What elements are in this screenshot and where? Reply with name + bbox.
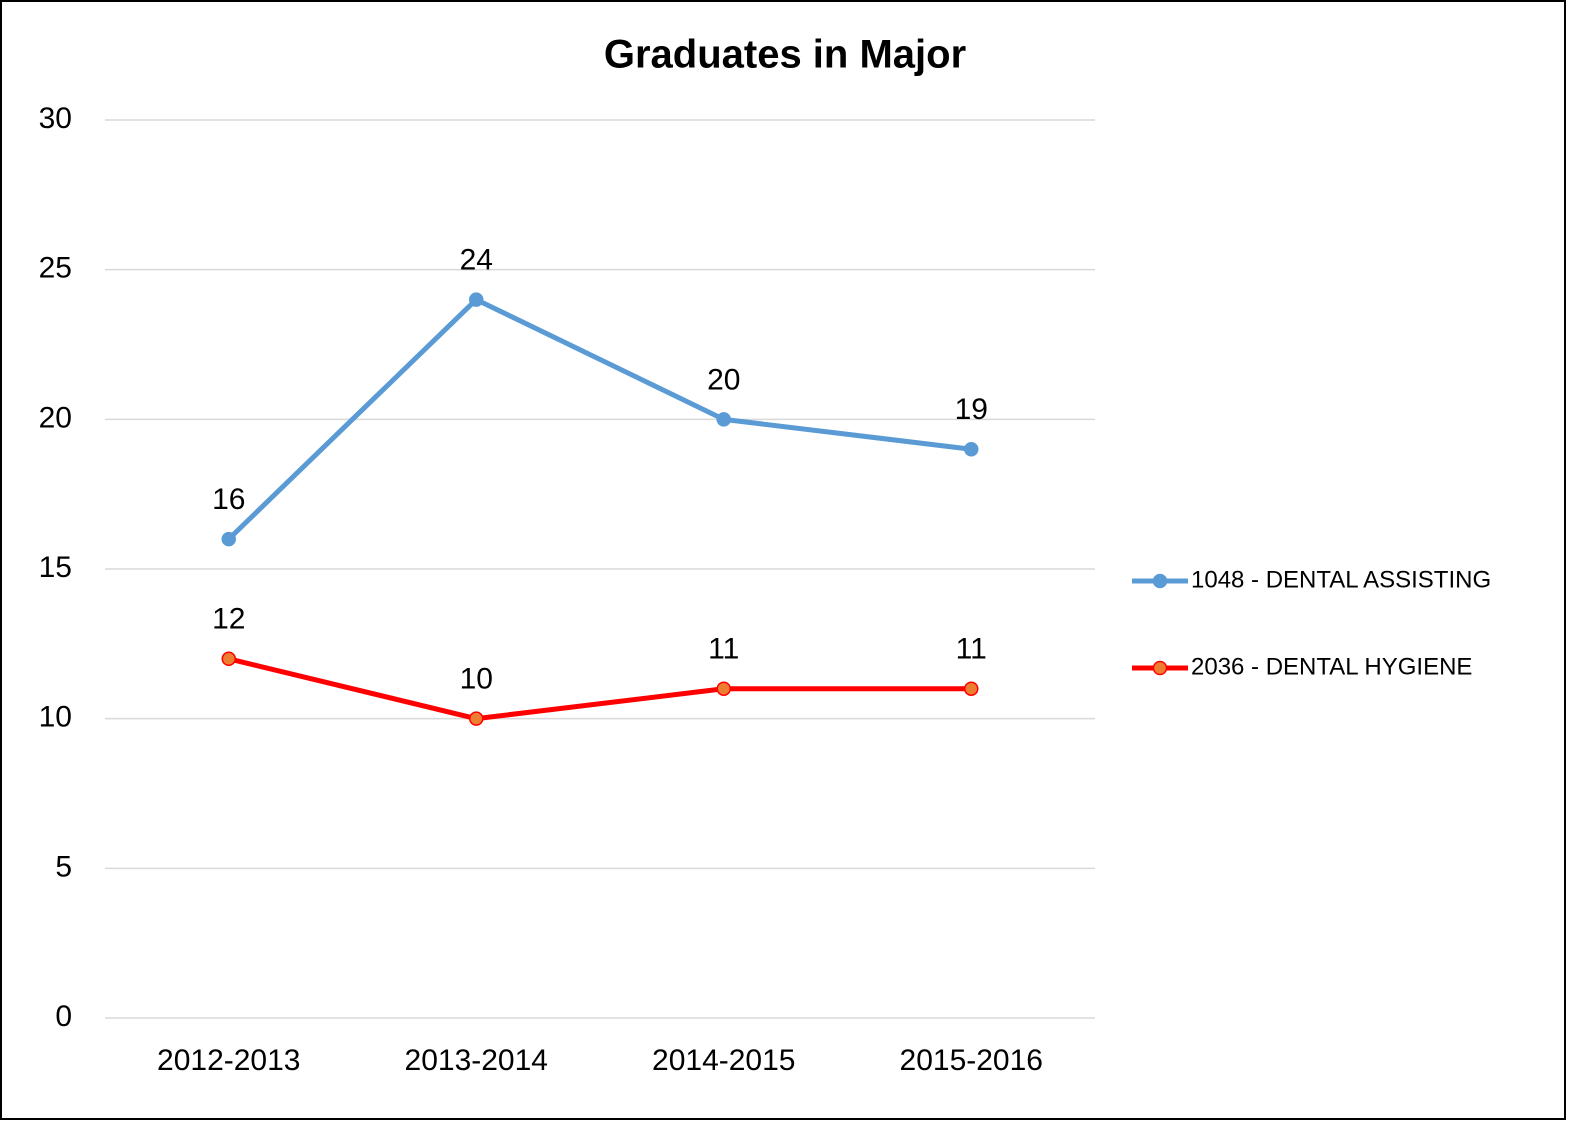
series-line <box>227 297 972 541</box>
legend-marker <box>1152 573 1168 589</box>
y-tick-label: 20 <box>39 401 72 434</box>
marker <box>716 681 731 696</box>
marker <box>964 681 979 696</box>
marker <box>221 531 236 547</box>
x-tick-label: 2015-2016 <box>900 1044 1043 1077</box>
y-tick-label: 5 <box>55 850 72 883</box>
x-tick-label: 2013-2014 <box>405 1044 548 1077</box>
y-tick-label: 10 <box>39 701 72 734</box>
marker <box>716 412 731 427</box>
y-tick-label: 30 <box>39 102 72 135</box>
x-tick-label: 2012-2013 <box>157 1044 300 1077</box>
data-label: 11 <box>708 633 739 666</box>
y-tick-label: 15 <box>39 551 72 584</box>
data-label: 16 <box>212 483 245 516</box>
data-label: 11 <box>956 633 987 666</box>
legend-marker <box>1152 660 1168 676</box>
data-label: 10 <box>460 663 493 696</box>
marker <box>469 292 484 307</box>
data-label: 12 <box>212 603 245 636</box>
marker <box>964 442 979 457</box>
legend-label: 1048 - DENTAL ASSISTING <box>1191 566 1491 593</box>
data-label: 19 <box>955 393 988 426</box>
y-tick-label: 25 <box>39 252 72 285</box>
data-label: 20 <box>707 363 740 396</box>
x-tick-label: 2014-2015 <box>652 1044 795 1077</box>
y-tick-label: 0 <box>55 1000 72 1033</box>
data-label: 24 <box>460 244 493 277</box>
marker <box>221 651 236 667</box>
series-line <box>228 656 972 722</box>
marker <box>469 711 484 726</box>
legend-label: 2036 - DENTAL HYGIENE <box>1191 653 1472 680</box>
chart-title: Graduates in Major <box>604 33 966 77</box>
